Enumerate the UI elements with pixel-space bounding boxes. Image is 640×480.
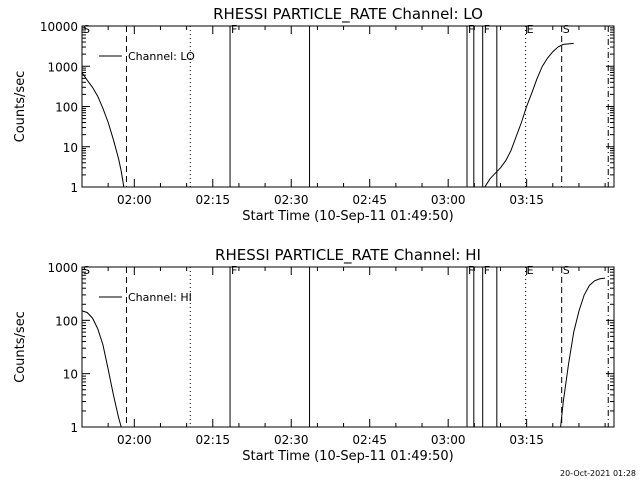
flag-label: S — [563, 23, 570, 36]
y-tick-label: 10000 — [40, 20, 78, 34]
y-tick-label: 1 — [70, 181, 78, 195]
x-tick-label: 03:15 — [509, 193, 544, 207]
y-tick-label: 10 — [63, 141, 78, 155]
flag-label: F — [231, 23, 237, 36]
series-line — [81, 310, 122, 428]
y-axis-label: Counts/sec — [13, 71, 28, 143]
series-line — [81, 72, 125, 188]
flag-label: S — [83, 264, 90, 277]
flag-label: E — [527, 23, 534, 36]
x-tick-label: 02:30 — [274, 193, 309, 207]
flag-label: S — [83, 23, 90, 36]
y-tick-label: 10 — [63, 368, 78, 382]
plot-frame — [81, 266, 615, 428]
flag-label: E — [527, 264, 534, 277]
x-tick-label: 02:30 — [274, 433, 309, 447]
flag-label: F — [484, 264, 490, 277]
x-tick-label: 03:00 — [431, 433, 466, 447]
flag-label: S — [563, 264, 570, 277]
flag-label: F — [231, 264, 237, 277]
x-axis-label: Start Time (10-Sep-11 01:49:50) — [242, 209, 453, 224]
y-axis-label: Counts/sec — [13, 311, 28, 383]
x-tick-label: 02:15 — [195, 433, 230, 447]
plot-timestamp: 20-Oct-2021 01:28 — [560, 469, 636, 478]
chart-title: RHESSI PARTICLE_RATE Channel: HI — [215, 246, 481, 265]
x-tick-label: 03:15 — [509, 433, 544, 447]
flag-label: F — [468, 23, 474, 36]
y-tick-label: 1 — [70, 421, 78, 435]
legend-label: Channel: LO — [128, 50, 195, 63]
series-line — [484, 42, 574, 188]
x-tick-label: 02:15 — [195, 193, 230, 207]
flag-label: F — [484, 23, 490, 36]
x-tick-label: 02:45 — [352, 193, 387, 207]
x-tick-label: 02:00 — [117, 433, 152, 447]
y-tick-label: 100 — [55, 314, 78, 328]
x-tick-label: 03:00 — [431, 193, 466, 207]
y-tick-label: 1000 — [47, 60, 78, 74]
chart-title: RHESSI PARTICLE_RATE Channel: LO — [213, 5, 483, 24]
y-tick-label: 100 — [55, 101, 78, 115]
y-tick-label: 1000 — [47, 261, 78, 275]
flag-label: F — [468, 264, 474, 277]
x-tick-label: 02:45 — [352, 433, 387, 447]
legend-label: Channel: HI — [128, 291, 192, 304]
x-tick-label: 02:00 — [117, 193, 152, 207]
series-line — [560, 277, 606, 428]
x-axis-label: Start Time (10-Sep-11 01:49:50) — [242, 449, 453, 464]
